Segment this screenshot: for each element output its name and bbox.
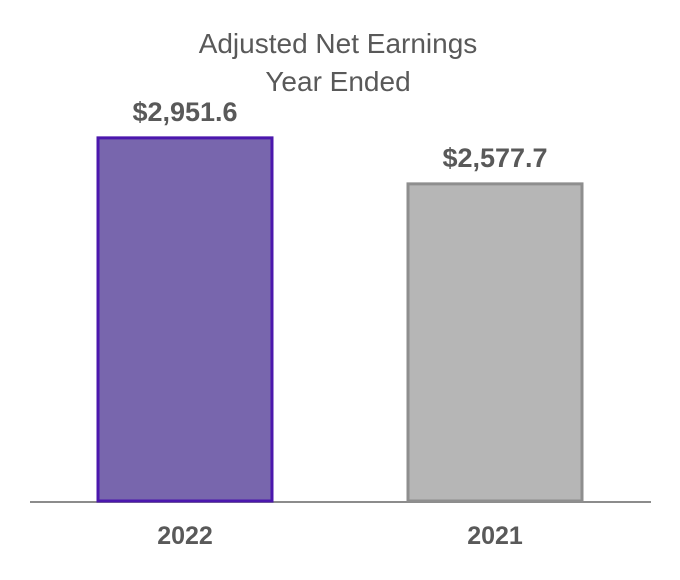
- x-tick-label-2021: 2021: [467, 522, 523, 550]
- data-label-2022: $2,951.6: [132, 97, 237, 127]
- chart-title: Adjusted Net Earnings: [199, 28, 478, 59]
- x-tick-label-2022: 2022: [157, 522, 213, 550]
- bar-2022: [96, 136, 274, 503]
- data-label-2021: $2,577.7: [442, 143, 547, 173]
- bars-layer: [96, 136, 584, 503]
- labels-layer: $2,951.6 2022 $2,577.7 2021: [132, 97, 547, 550]
- bar-2021: [406, 182, 584, 503]
- chart-subtitle: Year Ended: [265, 66, 410, 97]
